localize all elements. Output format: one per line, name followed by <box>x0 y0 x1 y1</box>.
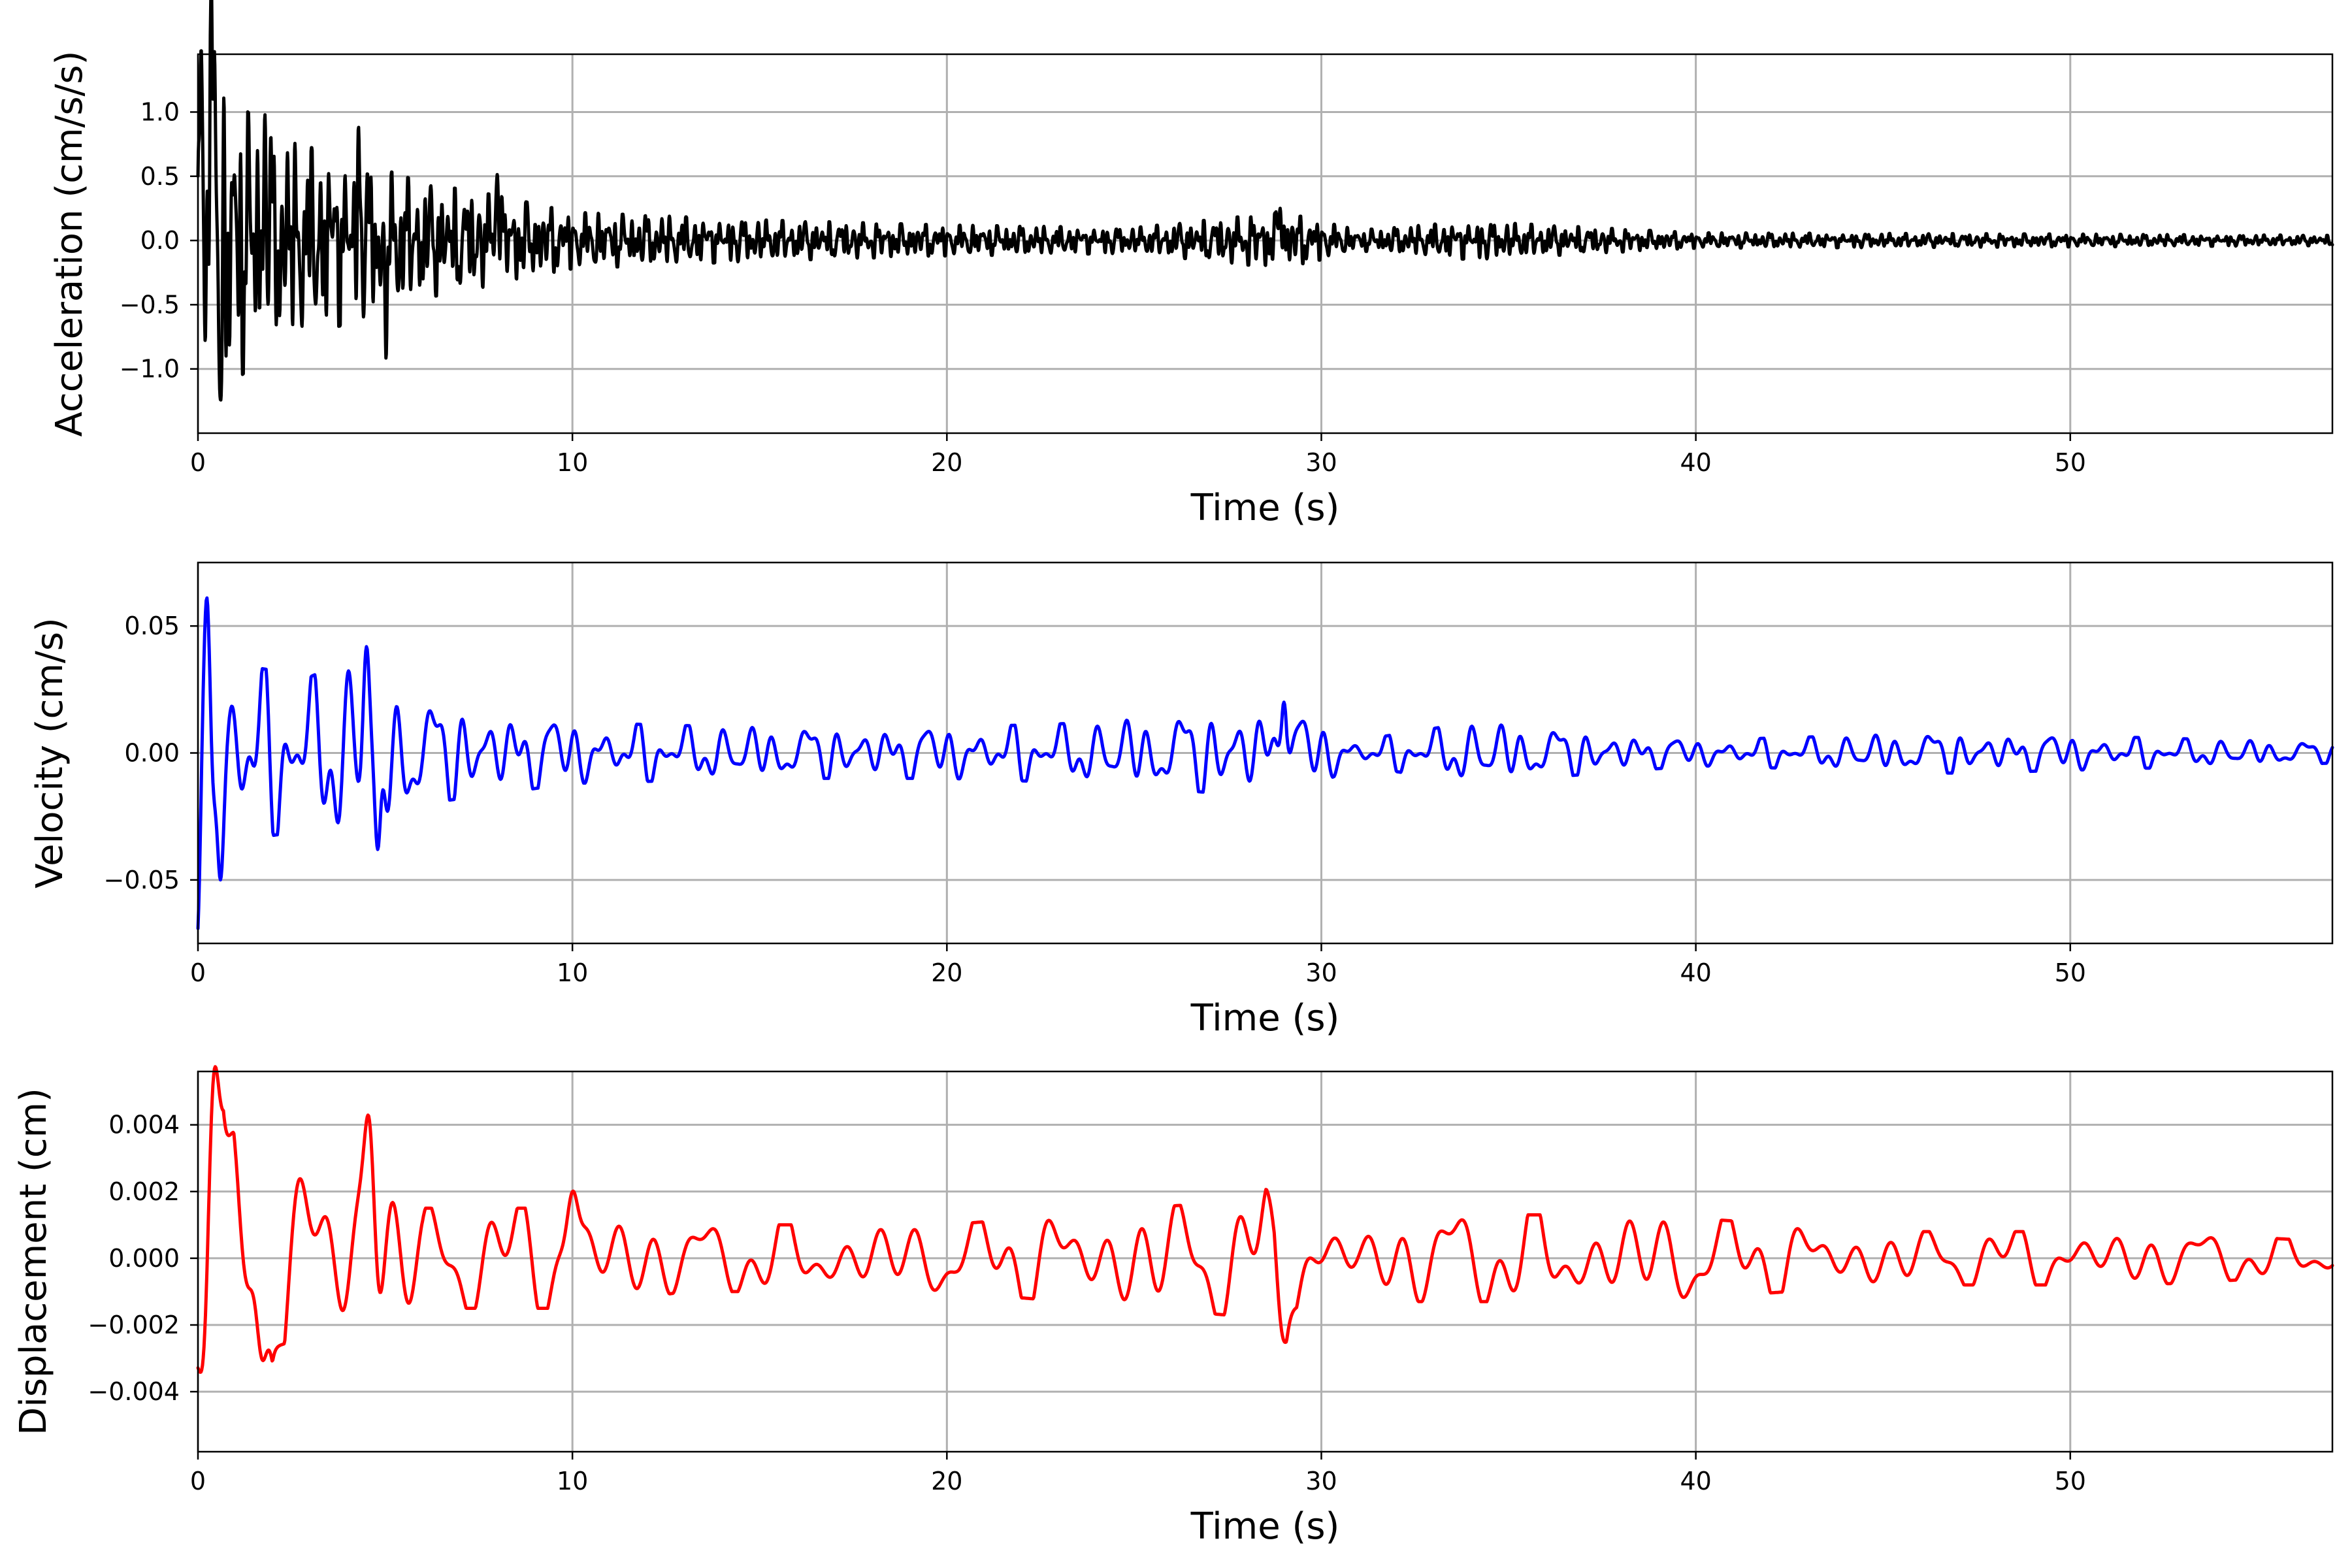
velocity-y-tick-label: −0.05 <box>104 866 180 894</box>
velocity-x-tick-label: 20 <box>931 958 962 987</box>
displacement-grid <box>197 1071 2332 1452</box>
displacement-x-tick-label: 30 <box>1305 1467 1337 1495</box>
acceleration-y-tick-label: 0.5 <box>140 162 180 191</box>
displacement-plot-frame <box>197 1070 2334 1453</box>
acceleration-ticks: 0 10 20 30 40 50 −1.0 −0.5 0.0 0.5 1.0 <box>120 97 2086 477</box>
acceleration-y-tick-label: −0.5 <box>120 290 180 319</box>
acceleration-x-tick-label: 40 <box>1680 448 1711 477</box>
velocity-y-axis-label: Velocity (cm/s) <box>29 617 71 889</box>
displacement-x-tick-label: 10 <box>557 1467 588 1495</box>
velocity-ticks: 0 10 20 30 40 50 −0.05 0.00 0.05 <box>104 612 2086 987</box>
displacement-y-tick-label: 0.004 <box>108 1111 180 1139</box>
velocity-y-tick-label: 0.00 <box>124 739 180 768</box>
displacement-x-tick-label: 40 <box>1680 1467 1711 1495</box>
velocity-x-axis-label: Time (s) <box>1190 997 1340 1039</box>
velocity-y-tick-label: 0.05 <box>124 612 180 640</box>
velocity-panel: 0 10 20 30 40 50 −0.05 0.00 0.05 Time (s) Veloci… <box>29 561 2334 1039</box>
acceleration-plot-frame <box>197 53 2334 434</box>
acceleration-x-tick-label: 50 <box>2055 448 2086 477</box>
acceleration-y-axis-label: Acceleration (cm/s/s) <box>48 51 91 437</box>
displacement-y-tick-label: −0.004 <box>88 1377 180 1406</box>
displacement-x-tick-label: 0 <box>190 1467 206 1495</box>
displacement-y-tick-label: 0.000 <box>108 1244 180 1273</box>
velocity-series-line <box>196 596 2334 930</box>
acceleration-y-tick-label: 0.0 <box>140 226 180 255</box>
displacement-x-tick-label: 50 <box>2055 1467 2086 1495</box>
displacement-x-axis-label: Time (s) <box>1190 1505 1340 1548</box>
displacement-series-line <box>196 1065 2334 1374</box>
velocity-x-tick-label: 30 <box>1305 958 1337 987</box>
velocity-x-tick-label: 10 <box>557 958 588 987</box>
velocity-x-tick-label: 0 <box>190 958 206 987</box>
displacement-ticks: 0 10 20 30 40 50 −0.004 −0.002 0.000 0.002 0.004 <box>88 1111 2086 1495</box>
displacement-y-tick-label: −0.002 <box>88 1311 180 1339</box>
displacement-y-tick-label: 0.002 <box>108 1177 180 1206</box>
acceleration-x-tick-label: 20 <box>931 448 962 477</box>
acceleration-x-axis-label: Time (s) <box>1190 487 1340 529</box>
acceleration-y-tick-label: −1.0 <box>120 355 180 384</box>
displacement-y-axis-label: Displacement (cm) <box>12 1088 55 1435</box>
acceleration-x-tick-label: 10 <box>557 448 588 477</box>
acceleration-x-tick-label: 0 <box>190 448 206 477</box>
acceleration-y-tick-label: 1.0 <box>140 97 180 126</box>
velocity-x-tick-label: 40 <box>1680 958 1711 987</box>
velocity-x-tick-label: 50 <box>2055 958 2086 987</box>
acceleration-panel: 0 10 20 30 40 50 −1.0 −0.5 0.0 0.5 1.0 Time (s) Ac… <box>48 0 2334 529</box>
displacement-x-tick-label: 20 <box>931 1467 962 1495</box>
acceleration-series-line <box>196 0 2334 402</box>
displacement-panel: 0 10 20 30 40 50 −0.004 −0.002 0.000 0.002 0.004 T… <box>12 1065 2334 1548</box>
acceleration-x-tick-label: 30 <box>1305 448 1337 477</box>
